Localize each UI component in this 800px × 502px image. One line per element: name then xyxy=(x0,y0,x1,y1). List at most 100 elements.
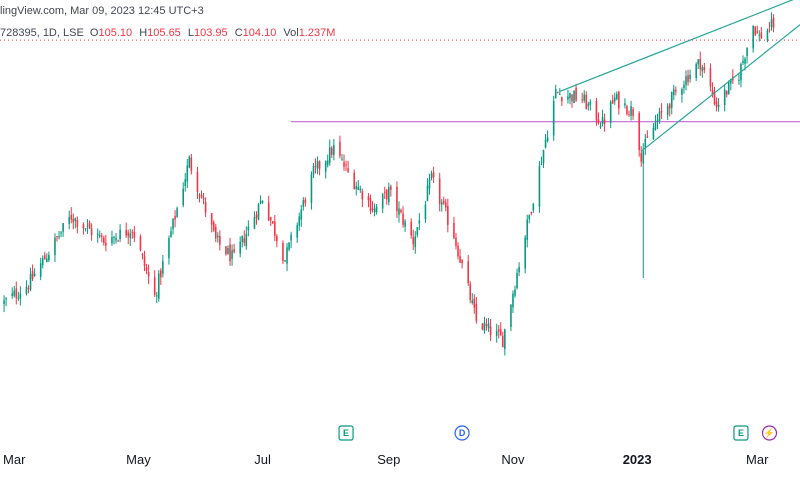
trendline-lower[interactable] xyxy=(640,24,800,152)
candle xyxy=(314,158,317,174)
candle xyxy=(129,228,132,246)
candle xyxy=(510,303,512,332)
candle xyxy=(353,169,355,190)
candle xyxy=(326,154,329,168)
candle xyxy=(15,281,18,305)
candle xyxy=(127,229,130,245)
earnings-event-badge[interactable]: E xyxy=(338,425,354,441)
close-label: C xyxy=(234,27,243,39)
candle xyxy=(526,214,529,248)
candle xyxy=(219,230,221,251)
candle xyxy=(615,91,618,101)
candle xyxy=(589,99,592,111)
candle xyxy=(402,206,404,228)
candle xyxy=(546,130,549,143)
split-event-badge[interactable]: ⚡ xyxy=(761,425,778,441)
candle xyxy=(143,250,146,272)
candle xyxy=(518,262,520,277)
candle xyxy=(746,47,748,64)
candle xyxy=(504,328,506,356)
x-tick-label: Nov xyxy=(501,452,525,467)
candle xyxy=(117,239,119,242)
candle xyxy=(125,222,128,238)
candle xyxy=(231,244,233,266)
candle xyxy=(512,290,514,314)
candle xyxy=(689,69,691,83)
dividend-event-badge[interactable]: D xyxy=(454,425,470,441)
candle xyxy=(300,204,303,227)
candle xyxy=(483,316,486,334)
candle xyxy=(257,203,260,221)
candle xyxy=(133,226,136,243)
candle xyxy=(670,91,673,115)
candle xyxy=(113,235,115,245)
candle xyxy=(717,98,720,112)
candle xyxy=(355,181,358,196)
candle xyxy=(632,107,634,120)
candle xyxy=(381,192,384,214)
candle xyxy=(672,84,675,101)
candle xyxy=(88,220,91,229)
candle xyxy=(243,230,246,247)
candle xyxy=(597,112,600,125)
candle xyxy=(383,186,386,200)
candle xyxy=(39,257,42,281)
earnings-event-badge[interactable]: E xyxy=(733,425,749,441)
candle xyxy=(369,194,372,215)
candle xyxy=(302,197,305,211)
candle xyxy=(385,189,388,205)
candle xyxy=(147,264,150,285)
candle xyxy=(31,264,34,282)
x-tick-label: May xyxy=(126,452,151,467)
candle xyxy=(131,229,134,239)
candle xyxy=(613,92,616,105)
candle xyxy=(345,160,347,171)
candle xyxy=(359,185,362,193)
candle xyxy=(668,102,671,117)
candle xyxy=(575,84,577,103)
candle xyxy=(497,325,500,339)
candle xyxy=(202,192,205,205)
dividend-event-symbol: D xyxy=(459,428,466,438)
candle xyxy=(416,227,419,238)
candle xyxy=(261,200,264,204)
candle xyxy=(540,156,543,166)
candle xyxy=(556,91,559,94)
candle xyxy=(33,268,36,277)
candle xyxy=(697,59,700,70)
candle xyxy=(414,231,417,254)
candle xyxy=(599,122,602,129)
candle xyxy=(758,30,761,42)
candle xyxy=(675,86,677,96)
candle xyxy=(740,62,742,88)
candle xyxy=(162,254,164,278)
candle xyxy=(516,268,518,290)
candle xyxy=(618,90,620,115)
candle xyxy=(772,14,775,33)
candle xyxy=(628,110,630,117)
candle xyxy=(715,97,718,112)
candle xyxy=(54,233,56,262)
candle xyxy=(41,255,44,269)
candle xyxy=(587,101,590,111)
candle xyxy=(371,201,374,213)
candle xyxy=(229,237,231,266)
candle xyxy=(103,235,105,246)
candle xyxy=(288,242,290,252)
candle xyxy=(274,215,276,242)
trendline-upper[interactable] xyxy=(559,0,800,92)
candle xyxy=(198,193,201,203)
candle xyxy=(373,203,376,217)
candle xyxy=(296,222,299,243)
candle xyxy=(732,69,734,85)
candle xyxy=(255,211,258,225)
candle xyxy=(48,251,50,263)
candle xyxy=(84,228,87,232)
candle xyxy=(438,172,441,212)
candle xyxy=(13,285,16,298)
candle xyxy=(96,228,99,243)
candle xyxy=(347,160,349,174)
candle xyxy=(770,12,773,31)
